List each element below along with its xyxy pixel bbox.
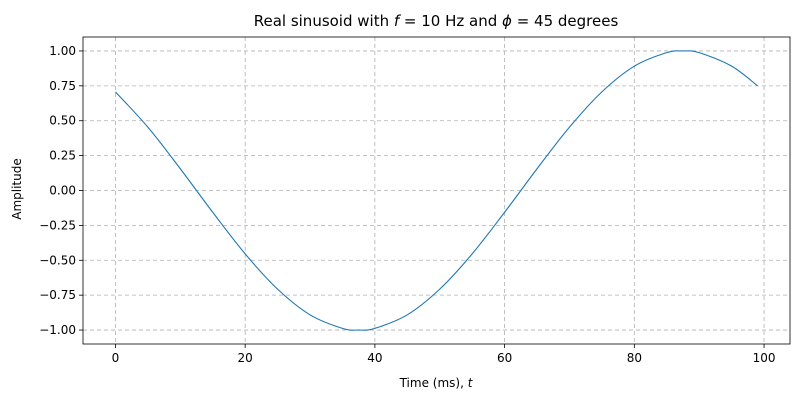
series-layer <box>115 50 758 331</box>
x-axis-label-symbol: t <box>468 376 474 390</box>
title-f-value: = 10 Hz and <box>399 12 502 30</box>
x-axis-label: Time (ms), t <box>399 376 474 390</box>
title-prefix: Real sinusoid with <box>254 12 394 30</box>
ticks-layer: 0 20 40 60 80 100 −1.00 −0.75 −0.50 −0.25 0.00 0.25… <box>39 44 775 365</box>
x-tick-label: 80 <box>627 351 642 365</box>
y-axis-label: Amplitude <box>10 158 24 220</box>
y-tick-label: −0.50 <box>39 253 76 267</box>
x-tick-label: 40 <box>367 351 382 365</box>
x-tick-label: 60 <box>497 351 512 365</box>
y-tick-label: −0.25 <box>39 218 76 232</box>
title-phi-value: = 45 degrees <box>512 12 619 30</box>
x-tick-label: 100 <box>753 351 776 365</box>
grid-layer <box>83 37 790 344</box>
y-tick-label: −1.00 <box>39 323 76 337</box>
chart-title: Real sinusoid with f = 10 Hz and ϕ = 45 … <box>254 12 619 30</box>
y-tick-label: 0.25 <box>49 149 76 163</box>
title-f-symbol: f <box>394 12 402 30</box>
y-tick-label: 0.75 <box>49 79 76 93</box>
y-tick-label: 1.00 <box>49 44 76 58</box>
y-tick-label: 0.00 <box>49 184 76 198</box>
x-tick-label: 20 <box>238 351 253 365</box>
series-line <box>115 50 758 331</box>
x-axis-label-text: Time (ms), <box>399 376 468 390</box>
title-phi-symbol: ϕ <box>502 12 512 30</box>
y-tick-label: 0.50 <box>49 114 76 128</box>
x-tick-label: 0 <box>112 351 120 365</box>
y-tick-label: −0.75 <box>39 288 76 302</box>
